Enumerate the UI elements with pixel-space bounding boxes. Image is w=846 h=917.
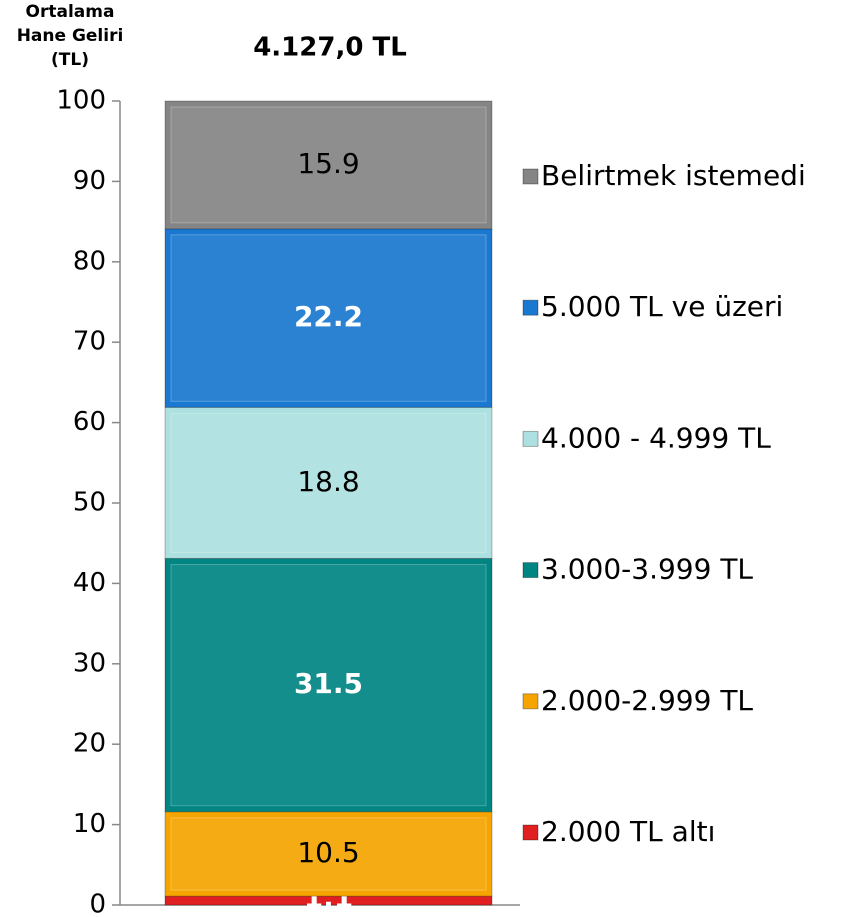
y-tick-label: 70 bbox=[73, 327, 106, 357]
legend-label: 2.000 TL altı bbox=[541, 815, 715, 848]
bar-segment bbox=[164, 100, 493, 230]
legend-swatch bbox=[522, 299, 539, 316]
y-tick-label: 90 bbox=[73, 166, 106, 196]
legend-label: Belirtmek istemedi bbox=[541, 159, 806, 192]
legend-swatch bbox=[522, 430, 539, 447]
y-tick-label: 0 bbox=[89, 890, 106, 917]
legend-swatch bbox=[522, 168, 539, 185]
y-tick-label: 30 bbox=[73, 648, 106, 678]
bar-segment bbox=[164, 557, 493, 813]
y-tick-label: 80 bbox=[73, 246, 106, 276]
bar-segment bbox=[164, 228, 493, 408]
data-label: 18.8 bbox=[297, 465, 359, 498]
bar-bevel bbox=[170, 234, 487, 402]
y-axis-label: (TL) bbox=[51, 50, 89, 70]
y-tick-label: 50 bbox=[73, 488, 106, 518]
bar-bevel bbox=[170, 563, 487, 807]
y-axis-label: Ortalama bbox=[26, 2, 115, 22]
data-label: 31.5 bbox=[294, 667, 363, 700]
chart-title: 4.127,0 TL bbox=[253, 33, 407, 63]
bar-bevel bbox=[170, 106, 487, 224]
bar-bevel bbox=[170, 412, 487, 553]
data-label: 22.2 bbox=[294, 300, 363, 333]
data-label: 15.9 bbox=[297, 147, 359, 180]
legend-swatch bbox=[522, 824, 539, 841]
y-tick-label: 40 bbox=[73, 568, 106, 598]
legend-label: 2.000-2.999 TL bbox=[541, 684, 753, 717]
y-tick-label: 10 bbox=[73, 809, 106, 839]
legend-label: 3.000-3.999 TL bbox=[541, 553, 753, 586]
legend-label: 5.000 TL ve üzeri bbox=[541, 290, 783, 323]
legend-label: 4.000 - 4.999 TL bbox=[541, 421, 771, 454]
y-tick-label: 60 bbox=[73, 407, 106, 437]
y-tick-label: 20 bbox=[73, 729, 106, 759]
bar-bevel bbox=[170, 817, 487, 891]
legend-swatch bbox=[522, 562, 539, 579]
legend-swatch bbox=[522, 693, 539, 710]
bar-segment bbox=[164, 811, 493, 897]
y-tick-label: 100 bbox=[56, 86, 106, 116]
data-label: 10.5 bbox=[297, 836, 359, 869]
y-axis-label: Hane Geliri bbox=[17, 26, 124, 46]
